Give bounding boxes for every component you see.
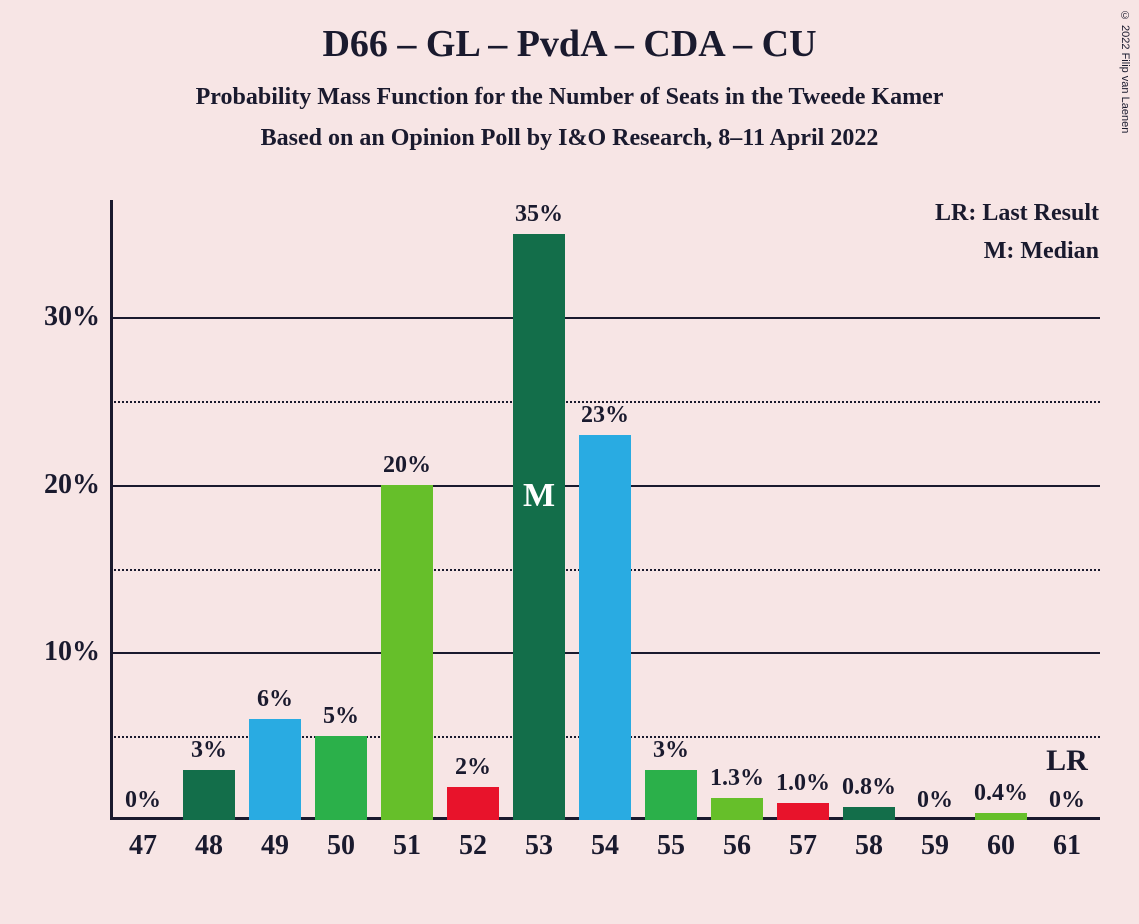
bar	[777, 803, 828, 820]
bar	[645, 770, 696, 820]
chart-area: 10%20%30% 0%3%6%5%20%2%35%M23%3%1.3%1.0%…	[110, 200, 1100, 820]
bar-value-label: 0%	[917, 787, 953, 814]
bar-value-label: 5%	[323, 703, 359, 730]
y-tick-label: 10%	[44, 636, 100, 668]
x-tick-label: 48	[195, 830, 223, 862]
bar	[579, 435, 630, 820]
chart-subtitle-1: Probability Mass Function for the Number…	[0, 84, 1139, 111]
x-tick-label: 61	[1053, 830, 1081, 862]
bar-value-label: 20%	[383, 452, 431, 479]
x-tick-label: 60	[987, 830, 1015, 862]
bar	[447, 787, 498, 821]
copyright-text: © 2022 Filip van Laenen	[1119, 10, 1131, 133]
last-result-marker: LR	[1046, 744, 1088, 778]
x-tick-label: 57	[789, 830, 817, 862]
x-tick-label: 51	[393, 830, 421, 862]
chart-title: D66 – GL – PvdA – CDA – CU	[0, 0, 1139, 66]
bar	[513, 234, 564, 820]
x-tick-label: 52	[459, 830, 487, 862]
bar	[843, 807, 894, 820]
bar-value-label: 2%	[455, 754, 491, 781]
x-tick-label: 55	[657, 830, 685, 862]
y-tick-label: 30%	[44, 301, 100, 333]
bar	[711, 798, 762, 820]
bars-container: 0% 3% 6% 5% 20% 2% 35% M 23% 3% 1.3% 1.0% 0.8% 0% 0.4%…	[110, 200, 1100, 820]
bar	[249, 719, 300, 820]
x-tick-label: 58	[855, 830, 883, 862]
bar-value-label: 0%	[1049, 787, 1085, 814]
bar	[183, 770, 234, 820]
y-tick-label: 20%	[44, 469, 100, 501]
bar-value-label: 1.0%	[776, 770, 830, 797]
x-tick-label: 56	[723, 830, 751, 862]
x-tick-label: 59	[921, 830, 949, 862]
x-tick-label: 50	[327, 830, 355, 862]
median-marker: M	[523, 477, 555, 515]
bar	[975, 813, 1026, 820]
bar	[381, 485, 432, 820]
bar-value-label: 6%	[257, 686, 293, 713]
x-tick-label: 53	[525, 830, 553, 862]
bar-value-label: 0%	[125, 787, 161, 814]
bar	[315, 736, 366, 820]
bar-value-label: 3%	[653, 737, 689, 764]
bar-value-label: 35%	[515, 201, 563, 228]
bar-value-label: 0.4%	[974, 780, 1028, 807]
x-tick-label: 54	[591, 830, 619, 862]
x-tick-label: 49	[261, 830, 289, 862]
bar-value-label: 3%	[191, 737, 227, 764]
bar-value-label: 23%	[581, 402, 629, 429]
x-tick-label: 47	[129, 830, 157, 862]
bar-value-label: 1.3%	[710, 765, 764, 792]
bar-value-label: 0.8%	[842, 774, 896, 801]
chart-subtitle-2: Based on an Opinion Poll by I&O Research…	[0, 125, 1139, 152]
